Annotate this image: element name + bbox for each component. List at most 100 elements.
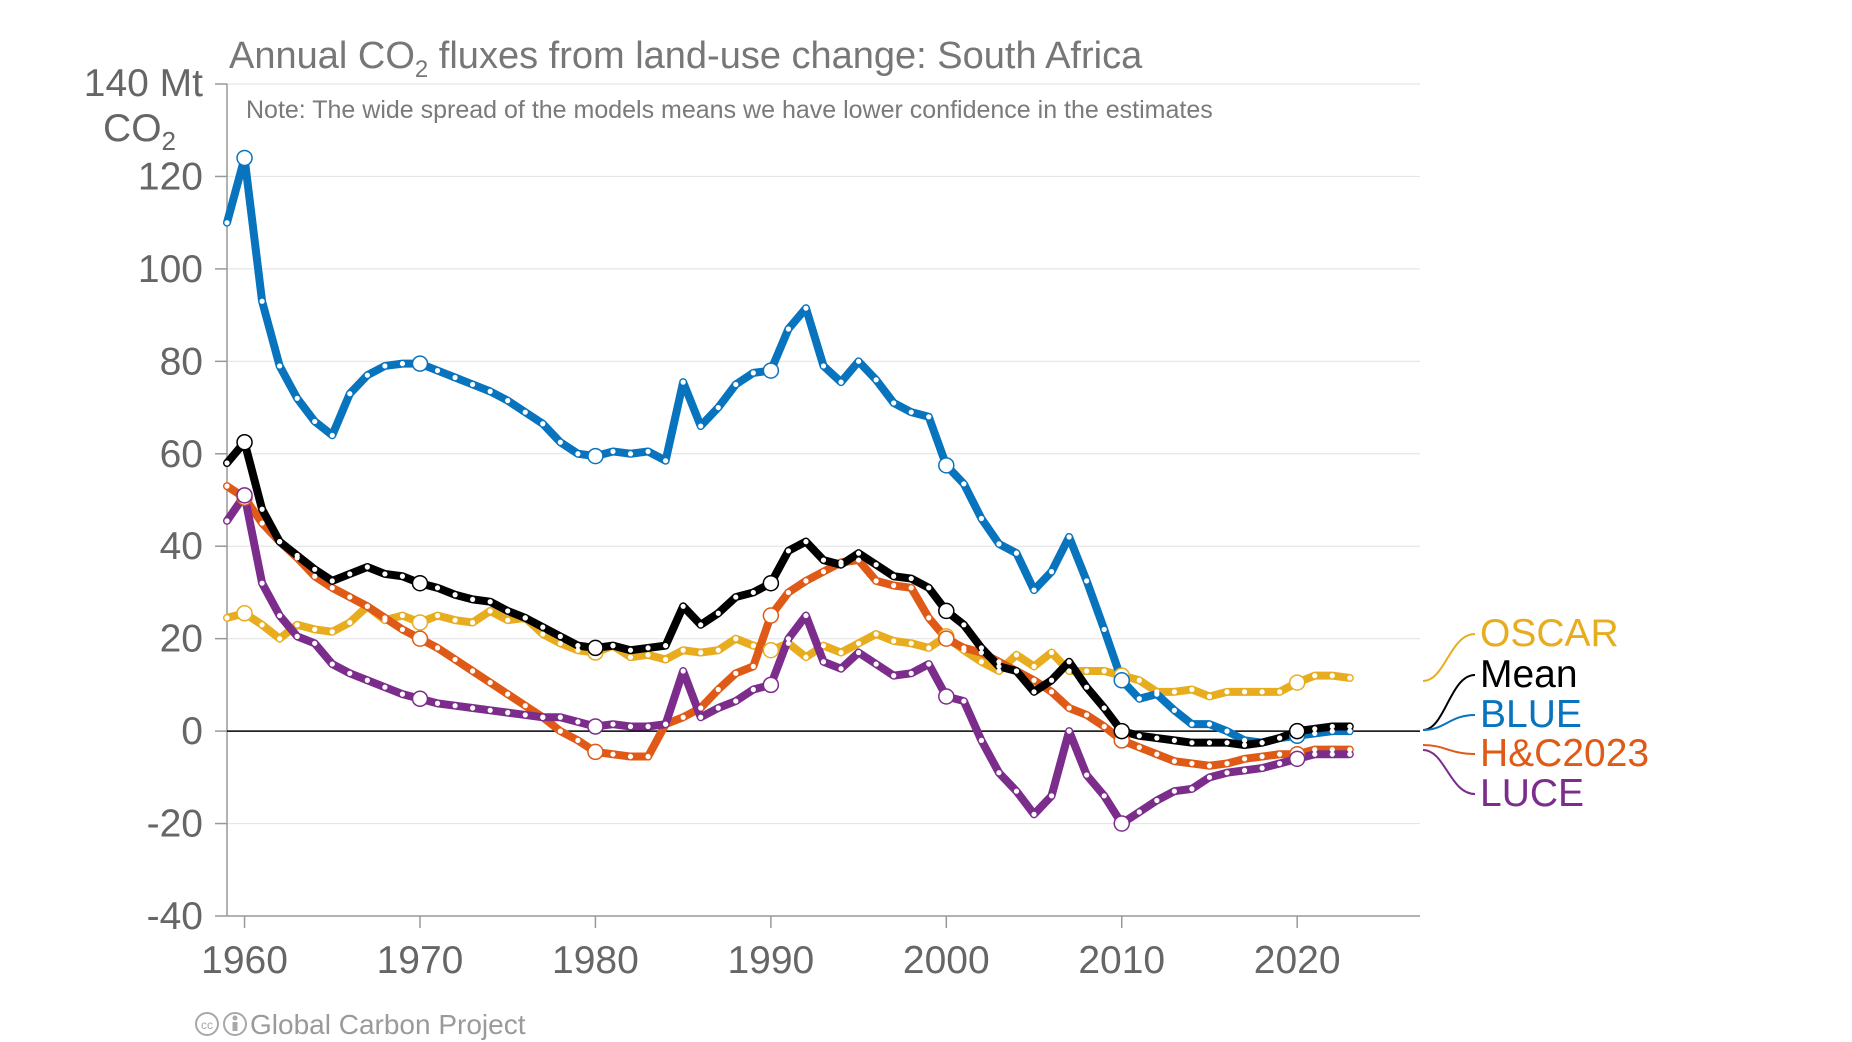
data-point-h-c2023 [452,656,458,663]
data-point-h-c2023 [978,649,984,656]
data-point-mean [1048,677,1055,683]
data-point-luce [1259,765,1265,771]
legend-label-oscar: OSCAR [1480,612,1619,655]
data-point-oscar [1347,675,1353,681]
data-point-blue [329,432,335,438]
data-points [224,149,1353,832]
data-point-oscar [663,656,669,663]
data-point-mean [294,552,300,559]
data-point-blue [557,439,563,445]
data-point-oscar [978,659,984,665]
y-tick-label: 100 [138,248,203,291]
data-point-luce [470,705,476,711]
data-point-oscar [312,626,318,633]
legend-connector-luce [1422,749,1476,795]
data-point-oscar [434,612,441,619]
data-point-mean [961,622,967,628]
x-tick-label: 1990 [727,939,814,982]
legend-label-mean: Mean [1480,653,1578,696]
data-point-blue [938,457,955,474]
data-point-luce [236,487,253,504]
data-point-luce [663,721,669,727]
data-point-luce [364,677,370,683]
data-point-blue [294,395,300,401]
data-point-blue [364,372,370,378]
data-point-luce [820,659,827,665]
data-point-mean [277,539,283,545]
data-point-oscar [750,643,756,649]
data-point-h-c2023 [347,594,353,600]
data-point-h-c2023 [1224,760,1230,767]
data-point-blue [347,391,353,397]
data-point-h-c2023 [364,603,370,609]
data-point-blue [434,367,441,374]
data-point-blue [1136,696,1142,702]
data-point-mean [522,615,528,621]
data-point-h-c2023 [785,589,792,596]
legend-connector-mean [1422,674,1476,731]
data-point-oscar [1241,689,1248,695]
data-point-h-c2023 [1329,747,1335,753]
data-point-luce [1013,788,1020,794]
data-point-oscar [680,647,686,653]
data-point-h-c2023 [1154,751,1160,757]
data-point-luce [855,649,862,656]
data-point-h-c2023 [855,557,862,563]
data-point-luce [803,612,809,619]
data-point-mean [855,550,862,556]
axes [226,84,1420,917]
data-point-mean [891,573,897,579]
legend-connector-oscar [1422,633,1476,682]
data-point-oscar [399,612,406,619]
data-point-luce [587,718,604,735]
data-point-mean [1329,723,1335,730]
data-point-blue [312,418,318,425]
data-point-blue [680,379,686,385]
data-point-blue [820,363,827,369]
data-point-oscar [908,640,914,646]
data-point-oscar [277,636,283,642]
data-point-h-c2023 [908,585,914,591]
data-point-h-c2023 [1066,705,1072,711]
data-point-oscar [1206,693,1213,700]
data-point-blue [1101,626,1107,633]
data-point-oscar [820,643,827,649]
data-point-mean [1224,740,1230,746]
data-point-luce [1347,751,1353,757]
data-point-blue [733,381,739,388]
data-point-blue [259,298,265,304]
data-point-blue [627,451,634,457]
data-point-luce [1329,751,1335,757]
data-point-mean [575,643,581,649]
y-tick-label: -40 [147,895,203,938]
data-point-luce [1241,767,1248,774]
data-point-h-c2023 [1031,677,1037,683]
data-point-mean [715,610,721,616]
data-point-oscar [803,654,809,660]
data-point-mean [1312,726,1318,732]
data-point-luce [838,666,844,672]
grid-lines [215,83,1420,917]
data-point-h-c2023 [1048,689,1055,695]
data-point-blue [1031,587,1037,593]
data-point-luce [785,636,792,642]
data-point-blue [1084,578,1090,584]
legend-connector-blue [1422,714,1476,731]
data-point-luce [575,719,581,725]
data-point-mean [1277,735,1283,741]
data-point-mean [838,562,844,568]
data-point-mean [680,603,686,609]
data-point-blue [1113,672,1130,689]
data-point-mean [1206,740,1213,746]
data-point-h-c2023 [399,626,406,633]
legend-connector-h-c2023 [1422,744,1476,755]
data-point-mean [750,589,756,596]
data-point-mean [1013,668,1020,674]
data-point-blue [908,409,914,415]
data-point-blue [411,355,429,372]
data-point-luce [891,673,897,679]
data-point-h-c2023 [587,743,604,761]
data-point-h-c2023 [750,663,756,670]
data-point-luce [750,686,756,693]
